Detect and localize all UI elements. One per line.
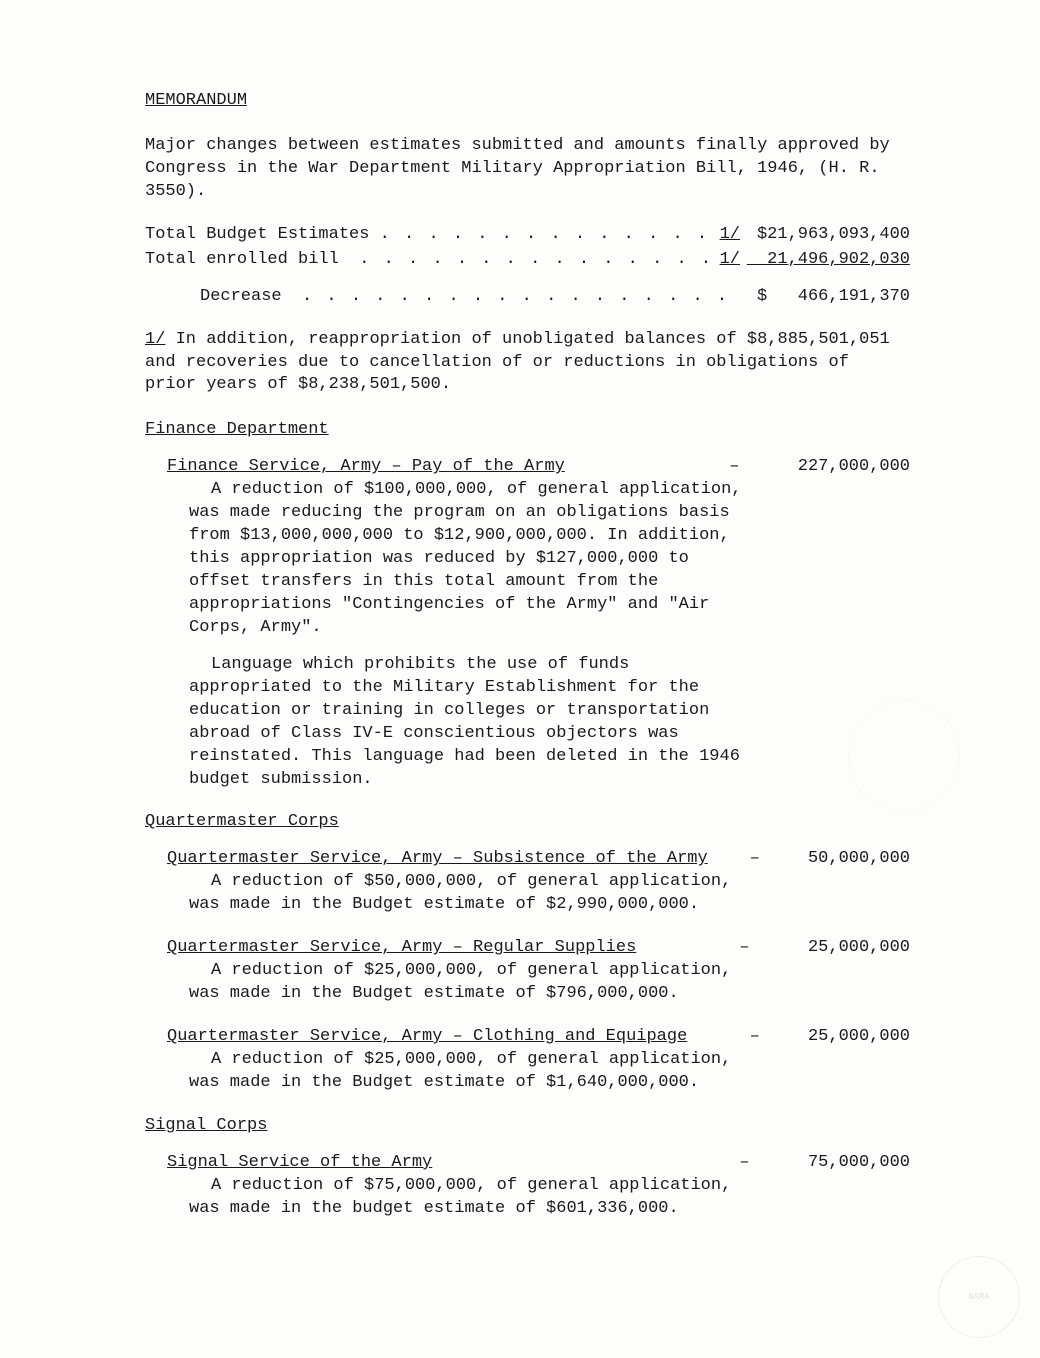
item-paragraph: A reduction of $75,000,000, of general a… bbox=[189, 1175, 745, 1221]
item-header: Quartermaster Service, Army – Regular Su… bbox=[167, 937, 910, 960]
item-header: Finance Service, Army – Pay of the Army … bbox=[167, 456, 910, 479]
line-item: Quartermaster Service, Army – Regular Su… bbox=[167, 937, 910, 1006]
stamp-text: NARA bbox=[968, 1291, 990, 1303]
item-body: A reduction of $25,000,000, of general a… bbox=[167, 1049, 910, 1095]
item-paragraph: A reduction of $25,000,000, of general a… bbox=[189, 1049, 745, 1095]
archive-stamp-icon: NARA bbox=[938, 1256, 1020, 1338]
budget-label: Total enrolled bill bbox=[145, 249, 359, 272]
decrease-amount: $ 466,191,370 bbox=[740, 286, 910, 309]
dash: – bbox=[739, 1026, 770, 1049]
watermark-stamp bbox=[848, 700, 960, 812]
item-header: Quartermaster Service, Army – Clothing a… bbox=[167, 1026, 910, 1049]
section-head-quartermaster: Quartermaster Corps bbox=[145, 811, 910, 834]
line-item: Finance Service, Army – Pay of the Army … bbox=[167, 456, 910, 791]
item-title: Quartermaster Service, Army – Subsistenc… bbox=[167, 848, 708, 871]
dash: – bbox=[739, 848, 770, 871]
item-title: Quartermaster Service, Army – Regular Su… bbox=[167, 937, 636, 960]
decrease-label: Decrease bbox=[200, 286, 302, 309]
budget-block: Total Budget Estimates . . . . . . . . .… bbox=[145, 224, 910, 309]
item-title: Finance Service, Army – Pay of the Army bbox=[167, 456, 565, 479]
item-header: Quartermaster Service, Army – Subsistenc… bbox=[167, 848, 910, 871]
budget-row-decrease: Decrease . . . . . . . . . . . . . . . .… bbox=[145, 286, 910, 309]
item-body: A reduction of $75,000,000, of general a… bbox=[167, 1175, 910, 1221]
item-paragraph: A reduction of $100,000,000, of general … bbox=[189, 479, 745, 640]
item-title: Signal Service of the Army bbox=[167, 1152, 432, 1175]
section-head-finance: Finance Department bbox=[145, 419, 910, 442]
line-item: Quartermaster Service, Army – Subsistenc… bbox=[167, 848, 910, 917]
item-paragraph: A reduction of $25,000,000, of general a… bbox=[189, 960, 745, 1006]
budget-row-estimates: Total Budget Estimates . . . . . . . . .… bbox=[145, 224, 910, 247]
budget-row-enrolled: Total enrolled bill . . . . . . . . . . … bbox=[145, 249, 910, 272]
footnote-marker: 1/ bbox=[145, 330, 165, 349]
item-amount: 50,000,000 bbox=[770, 848, 910, 871]
item-body: A reduction of $100,000,000, of general … bbox=[167, 479, 910, 791]
intro-paragraph: Major changes between estimates submitte… bbox=[145, 135, 910, 204]
footnote-text: In addition, reappropriation of unobliga… bbox=[145, 330, 890, 395]
footnote: 1/ In addition, reappropriation of unobl… bbox=[145, 329, 910, 398]
dash: – bbox=[729, 456, 770, 479]
budget-amount: $21,963,093,400 bbox=[740, 224, 910, 247]
item-amount: 227,000,000 bbox=[770, 456, 910, 479]
item-amount: 75,000,000 bbox=[770, 1152, 910, 1175]
item-paragraph: A reduction of $50,000,000, of general a… bbox=[189, 871, 745, 917]
dash: – bbox=[719, 937, 770, 960]
item-body: A reduction of $50,000,000, of general a… bbox=[167, 871, 910, 917]
item-amount: 25,000,000 bbox=[770, 937, 910, 960]
footnote-ref: 1/ bbox=[720, 249, 740, 272]
section-head-signal: Signal Corps bbox=[145, 1115, 910, 1138]
leader-dots: . . . . . . . . . . . . . . . . . . . bbox=[302, 286, 740, 309]
leader-dots: . . . . . . . . . . . . . . . . . bbox=[359, 249, 719, 272]
item-title: Quartermaster Service, Army – Clothing a… bbox=[167, 1026, 687, 1049]
budget-amount: 21,496,902,030 bbox=[740, 249, 910, 272]
item-header: Signal Service of the Army – 75,000,000 bbox=[167, 1152, 910, 1175]
memorandum-page: MEMORANDUM Major changes between estimat… bbox=[0, 0, 1040, 1358]
line-item: Quartermaster Service, Army – Clothing a… bbox=[167, 1026, 910, 1095]
budget-label: Total Budget Estimates bbox=[145, 224, 380, 247]
item-paragraph: Language which prohibits the use of fund… bbox=[189, 654, 745, 792]
footnote-ref: 1/ bbox=[720, 224, 740, 247]
dash: – bbox=[719, 1152, 770, 1175]
line-item: Signal Service of the Army – 75,000,000 … bbox=[167, 1152, 910, 1221]
leader-dots: . . . . . . . . . . . . . . . . bbox=[380, 224, 720, 247]
item-amount: 25,000,000 bbox=[770, 1026, 910, 1049]
document-title: MEMORANDUM bbox=[145, 90, 910, 113]
item-body: A reduction of $25,000,000, of general a… bbox=[167, 960, 910, 1006]
